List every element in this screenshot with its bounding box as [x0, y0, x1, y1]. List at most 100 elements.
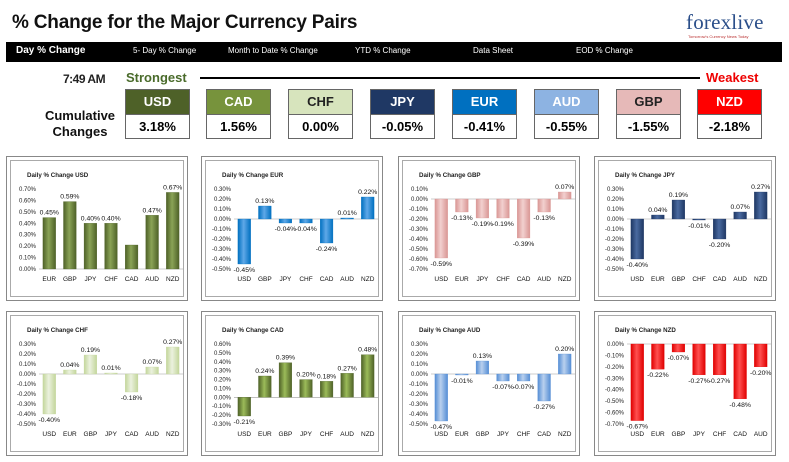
chart-title: Daily % Change AUD	[419, 327, 481, 334]
x-tick-label: JPY	[300, 431, 313, 438]
y-tick-label: -0.30%	[409, 402, 429, 408]
tab-month-to-date-change[interactable]: Month to Date % Change	[228, 46, 318, 55]
y-tick-label: -0.30%	[605, 376, 625, 382]
y-tick-label: -0.20%	[17, 392, 37, 398]
x-tick-label: GBP	[672, 276, 686, 283]
y-tick-label: 0.10%	[607, 207, 625, 213]
x-tick-label: NZD	[754, 276, 768, 283]
data-label: 0.19%	[669, 192, 688, 199]
data-label: 0.40%	[81, 215, 100, 222]
data-label: 0.19%	[81, 347, 100, 354]
x-tick-label: USD	[42, 431, 56, 438]
chart-panel-cad[interactable]: Daily % Change CAD 0.60% 0.50% 0.40% 0.30% 0.…	[201, 311, 383, 456]
data-label: -0.48%	[729, 402, 751, 409]
x-tick-label: EUR	[258, 431, 272, 438]
y-tick-label: -0.10%	[409, 207, 429, 213]
y-tick-label: -0.50%	[605, 399, 625, 405]
currency-box-aud: AUD -0.55%	[534, 89, 599, 139]
data-label: 0.24%	[255, 368, 274, 375]
bar-chf	[104, 223, 118, 270]
y-tick-label: 0.30%	[214, 187, 232, 193]
data-label: -0.01%	[451, 378, 473, 385]
bar-chf	[713, 343, 727, 376]
data-label: 0.67%	[163, 184, 182, 191]
data-label: 0.07%	[143, 359, 162, 366]
y-tick-label: -0.40%	[605, 388, 625, 394]
bar-eur	[42, 217, 56, 270]
tab-5-day-change[interactable]: 5- Day % Change	[133, 46, 197, 55]
y-tick-label: -0.40%	[605, 257, 625, 263]
y-tick-label: 0.00%	[214, 217, 232, 223]
chart-panel-eur[interactable]: Daily % Change EUR 0.30% 0.20% 0.10% 0.00% -0…	[201, 156, 383, 301]
data-label: -0.19%	[472, 221, 494, 228]
y-tick-label: -0.20%	[212, 237, 232, 243]
y-tick-label: -0.40%	[212, 257, 232, 263]
logo-text: forexlive	[686, 10, 764, 34]
y-tick-label: -0.20%	[409, 392, 429, 398]
data-label: 0.04%	[648, 207, 667, 214]
bar-usd	[434, 373, 448, 422]
bar-jpy	[475, 198, 489, 219]
y-tick-label: -0.10%	[605, 353, 625, 359]
x-tick-label: JPY	[279, 276, 292, 283]
data-label: 0.20%	[555, 346, 574, 353]
y-tick-label: -0.60%	[605, 411, 625, 417]
bar-jpy	[692, 343, 706, 376]
bar-chf	[692, 218, 706, 221]
chart-title: Daily % Change NZD	[615, 327, 676, 334]
currency-cumulative-value: -2.18%	[698, 114, 761, 138]
bar-usd	[237, 397, 251, 417]
tab-eod-change[interactable]: EOD % Change	[576, 46, 633, 55]
data-label: -0.47%	[431, 424, 453, 431]
y-tick-label: 0.20%	[19, 244, 37, 250]
x-tick-label: EUR	[455, 276, 469, 283]
bar-nzd	[166, 346, 180, 375]
chart-svg: Daily % Change GBP 0.10% 0.00% -0.10% -0.20%…	[409, 172, 575, 283]
bar-chf	[517, 373, 531, 382]
chart-panel-chf[interactable]: Daily % Change CHF 0.30% 0.20% 0.10% 0.00% -0…	[6, 311, 188, 456]
y-tick-label: -0.50%	[17, 422, 37, 428]
tab-ytd-change[interactable]: YTD % Change	[355, 46, 411, 55]
data-label: -0.27%	[709, 378, 731, 385]
x-tick-label: CHF	[692, 276, 705, 283]
bar-chf	[496, 198, 510, 219]
title-bar: % Change for the Major Currency Pairs fo…	[6, 4, 782, 40]
y-tick-label: 0.30%	[607, 187, 625, 193]
currency-cumulative-value: -1.55%	[617, 114, 680, 138]
bar-usd	[434, 198, 448, 259]
y-tick-label: 0.20%	[607, 197, 625, 203]
chart-title: Daily % Change USD	[27, 172, 89, 179]
data-label: 0.59%	[60, 194, 79, 201]
chart-frame	[402, 160, 576, 297]
bar-aud	[537, 198, 551, 213]
data-label: -0.18%	[121, 395, 143, 402]
chart-panel-nzd[interactable]: Daily % Change NZD 0.00% -0.10% -0.20% -0.30…	[594, 311, 776, 456]
bar-chf	[320, 381, 334, 398]
currency-box-chf: CHF 0.00%	[288, 89, 353, 139]
bar-eur	[455, 373, 469, 376]
data-label: 0.13%	[473, 353, 492, 360]
x-tick-label: EUR	[63, 431, 77, 438]
data-label: 0.39%	[276, 355, 295, 362]
tab-data-sheet[interactable]: Data Sheet	[473, 46, 514, 55]
tab-day-change[interactable]: Day % Change	[16, 45, 86, 56]
chart-panel-aud[interactable]: Daily % Change AUD 0.30% 0.20% 0.10% 0.00% -0…	[398, 311, 580, 456]
data-label: 0.47%	[143, 207, 162, 214]
x-tick-label: AUD	[145, 431, 159, 438]
bar-aud	[340, 217, 354, 220]
bar-jpy	[278, 218, 292, 224]
forexlive-logo[interactable]: forexlive Tomorrow's Currency News Today	[686, 10, 782, 42]
x-tick-label: CAD	[713, 276, 727, 283]
bar-gbp	[278, 362, 292, 398]
currency-box-gbp: GBP -1.55%	[616, 89, 681, 139]
bar-gbp	[63, 201, 77, 270]
bar-jpy	[104, 372, 118, 375]
chart-panel-jpy[interactable]: Daily % Change JPY 0.30% 0.20% 0.10% 0.00% -0…	[594, 156, 776, 301]
currency-code: AUD	[535, 90, 598, 114]
data-label: 0.22%	[358, 189, 377, 196]
data-label: -0.01%	[688, 223, 710, 230]
bar-gbp	[671, 199, 685, 220]
bar-jpy	[299, 379, 313, 398]
chart-panel-usd[interactable]: Daily % Change USD 0.70% 0.60% 0.50% 0.40% 0.…	[6, 156, 188, 301]
chart-panel-gbp[interactable]: Daily % Change GBP 0.10% 0.00% -0.10% -0.20%…	[398, 156, 580, 301]
